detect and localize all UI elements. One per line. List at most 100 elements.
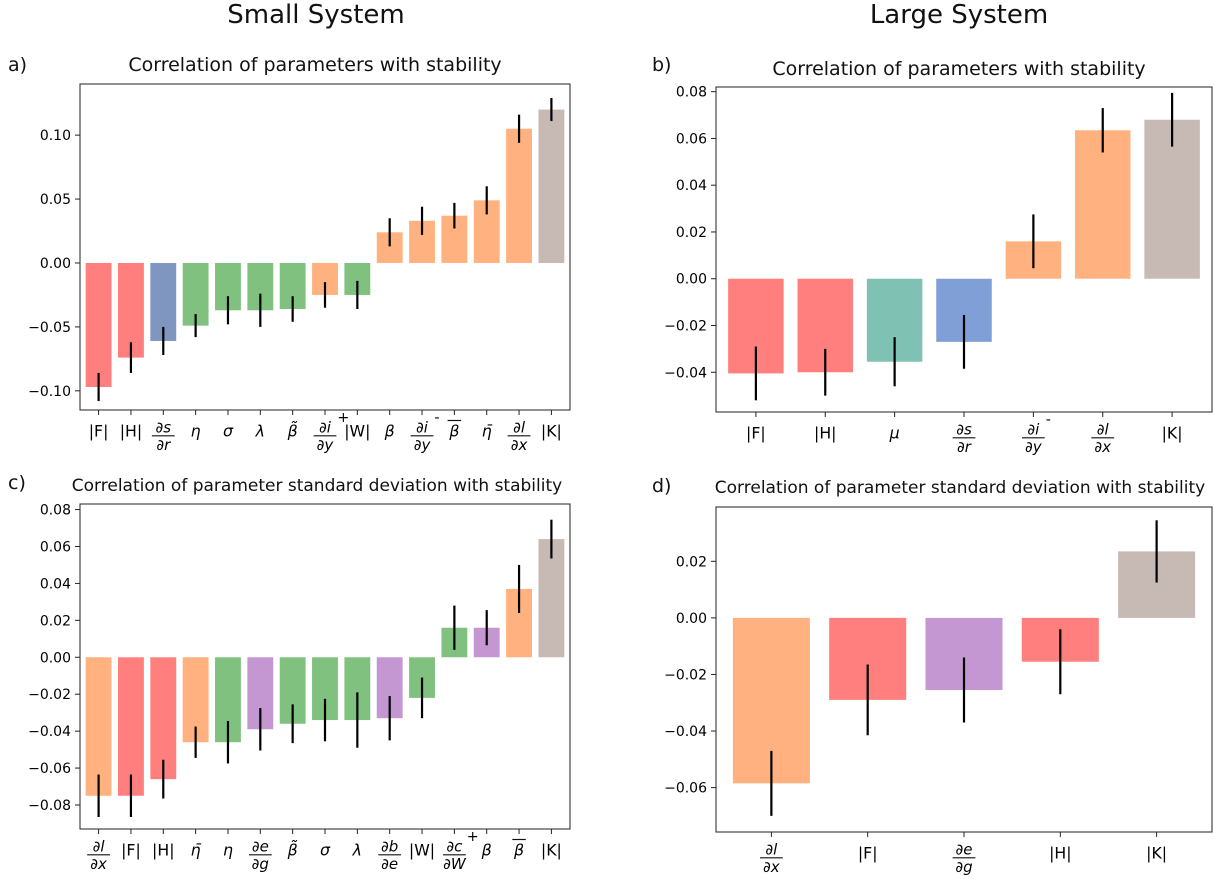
panel-c-title: Correlation of parameter standard deviat… — [71, 476, 563, 496]
svg-text:β: β — [384, 421, 395, 440]
svg-text:|W|: |W| — [409, 840, 435, 859]
panel-b-title: Correlation of parameters with stability — [772, 58, 1146, 80]
svg-text:∂l: ∂l — [93, 838, 106, 856]
svg-text:∂l: ∂l — [1097, 421, 1110, 439]
x-tick-label: μ — [889, 423, 900, 442]
x-tick-label: λ — [255, 421, 265, 440]
svg-text:∂x: ∂x — [1094, 438, 1111, 456]
svg-text:∂y: ∂y — [414, 436, 432, 454]
y-tick-label: −0.02 — [664, 667, 707, 683]
y-tick-label: 0.08 — [676, 85, 707, 101]
x-tick-label: ∂l∂x — [1091, 421, 1115, 456]
x-tick-label: |H| — [120, 421, 142, 440]
bar — [85, 657, 112, 796]
svg-text:β̃: β̃ — [287, 840, 298, 859]
x-tick-label: |F| — [89, 421, 109, 440]
y-tick-label: −0.08 — [28, 798, 71, 814]
x-tick-label: ∂s∂r — [151, 419, 175, 454]
svg-text:η: η — [223, 840, 233, 859]
x-tick-label: ∂i∂y+ — [313, 410, 349, 454]
bar — [506, 128, 532, 263]
x-tick-label: |H| — [814, 423, 836, 442]
x-tick-label: |K| — [541, 840, 562, 859]
x-tick-label: β — [481, 840, 492, 859]
panel-c-letter: c) — [8, 472, 26, 494]
x-tick-label: β̃ — [287, 840, 298, 859]
y-tick-label: 0.05 — [40, 192, 71, 208]
y-tick-label: 0.00 — [40, 650, 71, 666]
x-tick-label: ∂l∂x — [87, 838, 110, 873]
bar — [118, 262, 144, 358]
x-tick-label: ∂i∂y- — [1021, 412, 1051, 456]
svg-text:∂W: ∂W — [443, 855, 467, 873]
svg-text:-: - — [434, 410, 439, 426]
svg-text:∂e: ∂e — [252, 838, 269, 856]
svg-text:β: β — [448, 421, 459, 440]
x-tick-label: η̄ — [191, 840, 202, 859]
svg-text:|H|: |H| — [152, 840, 174, 859]
x-tick-label: ∂l∂x — [759, 841, 783, 876]
large-system-heading: Large System — [869, 0, 1049, 30]
x-tick-label: |F| — [858, 843, 878, 862]
y-tick-label: −0.10 — [28, 384, 71, 400]
y-tick-label: 0.02 — [676, 554, 707, 570]
svg-text:∂r: ∂r — [957, 438, 972, 456]
y-tick-label: −0.04 — [664, 724, 707, 740]
x-tick-label: ∂l∂x — [507, 419, 531, 454]
svg-text:-: - — [1046, 412, 1051, 428]
y-tick-label: −0.02 — [664, 318, 707, 334]
svg-text:∂g: ∂g — [955, 858, 972, 876]
y-tick-label: 0.04 — [40, 576, 71, 592]
y-tick-label: −0.04 — [28, 724, 71, 740]
x-tick-label: |K| — [1162, 423, 1183, 442]
svg-text:η̄: η̄ — [191, 840, 202, 859]
x-tick-label: β — [512, 838, 526, 859]
svg-text:λ: λ — [352, 840, 362, 859]
bar — [85, 262, 112, 387]
y-tick-label: −0.02 — [28, 687, 71, 703]
x-tick-label: ∂i∂y- — [410, 410, 440, 454]
svg-text:β̃: β̃ — [287, 421, 298, 440]
bar — [1074, 130, 1131, 279]
svg-text:|K|: |K| — [1162, 423, 1183, 442]
y-tick-label: 0.04 — [676, 178, 707, 194]
y-tick-label: −0.05 — [28, 320, 71, 336]
svg-text:|K|: |K| — [541, 840, 562, 859]
svg-text:∂c: ∂c — [446, 838, 463, 856]
svg-text:|F|: |F| — [89, 421, 109, 440]
svg-text:β: β — [513, 840, 524, 859]
x-tick-label: ∂s∂r — [952, 421, 976, 456]
y-tick-label: 0.10 — [40, 128, 71, 144]
svg-text:λ: λ — [255, 421, 265, 440]
svg-text:σ: σ — [320, 840, 331, 859]
x-tick-label: |K| — [1146, 843, 1167, 862]
svg-text:|H|: |H| — [120, 421, 142, 440]
panel-b-letter: b) — [652, 54, 672, 76]
svg-text:∂i: ∂i — [1027, 421, 1040, 439]
x-tick-label: ∂e∂g — [248, 838, 272, 873]
svg-text:|K|: |K| — [1146, 843, 1167, 862]
svg-text:|H|: |H| — [1049, 843, 1071, 862]
svg-text:η: η — [191, 421, 201, 440]
panel-d-title: Correlation of parameter standard deviat… — [714, 478, 1206, 498]
y-tick-label: 0.06 — [676, 131, 707, 147]
x-tick-label: ∂e∂g — [952, 841, 976, 876]
x-tick-label: ∂c∂W+ — [442, 829, 479, 873]
bar — [538, 109, 565, 263]
svg-text:∂x: ∂x — [511, 436, 528, 454]
svg-text:∂y: ∂y — [317, 436, 335, 454]
x-tick-label: |K| — [541, 421, 562, 440]
svg-text:μ: μ — [889, 423, 900, 442]
x-tick-label: β — [384, 421, 395, 440]
svg-text:∂r: ∂r — [156, 436, 171, 454]
x-tick-label: η — [191, 421, 201, 440]
y-tick-label: 0.02 — [676, 225, 707, 241]
y-tick-label: 0.02 — [40, 613, 71, 629]
x-tick-label: σ — [320, 840, 331, 859]
svg-text:∂b: ∂b — [381, 838, 398, 856]
svg-text:∂l: ∂l — [765, 841, 778, 859]
svg-text:∂i: ∂i — [319, 419, 332, 437]
